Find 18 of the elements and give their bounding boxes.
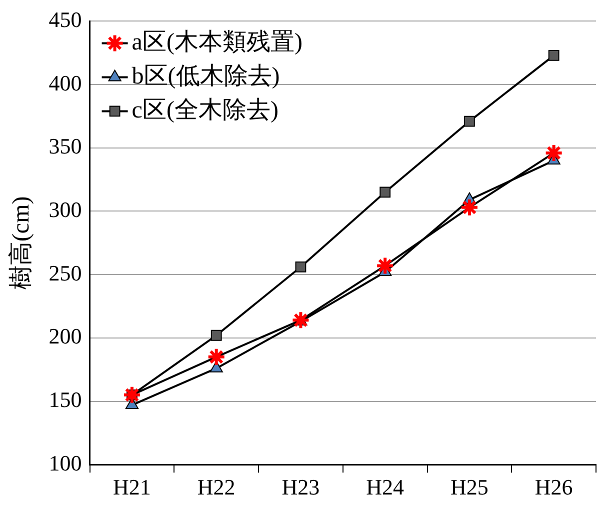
x-tick-label: H23 <box>282 474 320 500</box>
y-axis-title: 樹高(cm) <box>8 196 35 290</box>
y-tick-label: 250 <box>48 260 82 286</box>
y-tick-label: 100 <box>48 450 82 476</box>
y-tick-label: 300 <box>48 197 82 222</box>
x-tick-label: H24 <box>366 474 404 500</box>
x-tick-label: H25 <box>450 474 488 500</box>
y-tick-label: 450 <box>48 6 82 32</box>
y-tick-label: 150 <box>48 387 82 412</box>
legend-label: b区(低木除去) <box>132 63 280 90</box>
x-tick-label: H26 <box>534 474 573 500</box>
y-tick-label: 350 <box>48 134 82 159</box>
y-tick-label: 400 <box>48 70 82 96</box>
legend-label: c区(全木除去) <box>132 97 278 124</box>
x-tick-label: H21 <box>113 474 151 500</box>
y-tick-label: 200 <box>48 324 82 349</box>
legend-label: a区(木本類残置) <box>132 29 302 56</box>
x-tick-label: H22 <box>197 474 236 500</box>
